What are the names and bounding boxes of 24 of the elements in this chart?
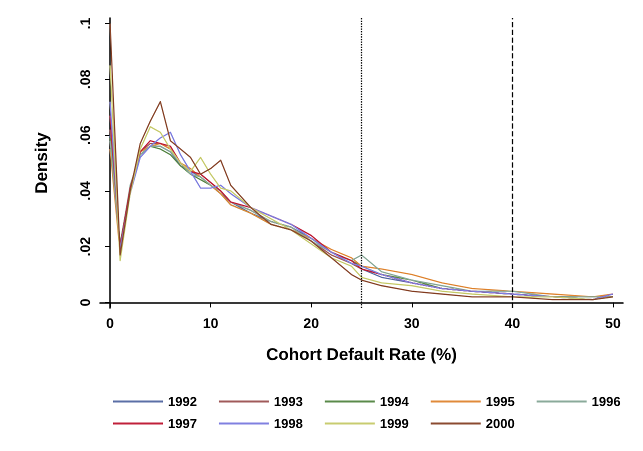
y-tick-label: .06 xyxy=(77,125,93,145)
x-axis-title: Cohort Default Rate (%) xyxy=(266,345,457,364)
x-tick-label: 50 xyxy=(605,315,621,331)
legend-label: 1993 xyxy=(274,394,303,409)
legend-label: 1994 xyxy=(380,394,410,409)
x-tick-label: 0 xyxy=(106,315,114,331)
y-tick-label: .02 xyxy=(77,236,93,256)
y-tick-label: 0 xyxy=(77,298,93,306)
legend-label: 1999 xyxy=(380,416,409,431)
y-axis-title: Density xyxy=(32,132,51,194)
legend-label: 1992 xyxy=(168,394,197,409)
legend-label: 1996 xyxy=(592,394,621,409)
legend-label: 1995 xyxy=(486,394,515,409)
x-tick-label: 10 xyxy=(202,315,219,331)
legend-label: 1998 xyxy=(274,416,303,431)
x-tick-label: 30 xyxy=(404,315,420,331)
y-tick-label: .04 xyxy=(77,180,93,201)
y-tick-label: .08 xyxy=(77,69,93,90)
x-tick-label: 40 xyxy=(504,315,520,331)
line-series xyxy=(109,22,614,300)
y-tick-label: .1 xyxy=(77,18,93,30)
legend-label: 1997 xyxy=(168,416,197,431)
x-tick-label: 20 xyxy=(303,315,320,331)
legend-label: 2000 xyxy=(486,416,515,431)
